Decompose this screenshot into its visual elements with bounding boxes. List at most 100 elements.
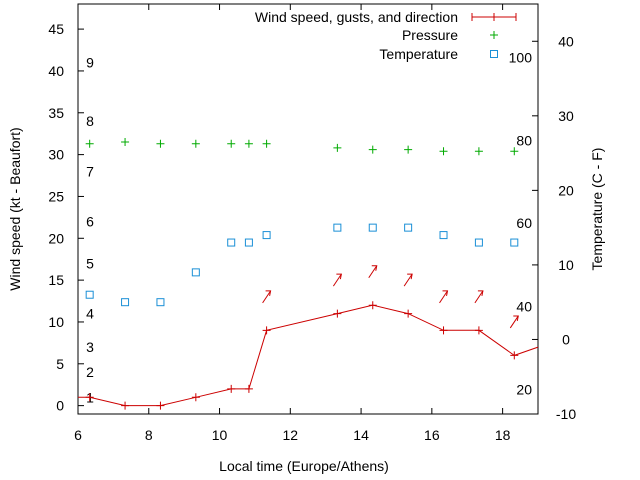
wind-speed-point [244, 384, 253, 393]
plot-frame-layer [77, 3, 539, 415]
x-tick-label: 18 [495, 427, 511, 443]
y2-tick-label: 20 [558, 182, 574, 198]
y-tick-label: 45 [48, 21, 64, 37]
wind-arrow-head [442, 290, 449, 296]
legend-label-temperature: Temperature [379, 46, 458, 62]
x-tick-label: 12 [283, 427, 299, 443]
wind-direction-arrow [439, 290, 449, 304]
x-tick-label: 8 [145, 427, 153, 443]
wind-speed-point [439, 326, 448, 335]
y-tick-label: 10 [48, 314, 64, 330]
pressure-point [439, 147, 448, 156]
x-tick-label: 16 [424, 427, 440, 443]
x-tick-label: 10 [212, 427, 228, 443]
beaufort-label: 4 [86, 306, 94, 322]
wind-speed-line [78, 304, 539, 407]
wind-speed-point [510, 351, 519, 360]
wind-arrow-shaft [368, 265, 378, 279]
temperature-point [121, 298, 130, 307]
temperature-point [510, 238, 519, 247]
wind-direction-arrow [474, 290, 484, 304]
temperature-point [85, 290, 94, 299]
wind-direction-arrow [332, 273, 342, 287]
wind-speed-point [227, 384, 236, 393]
beaufort-label: 9 [86, 55, 94, 71]
fahrenheit-label: 40 [516, 299, 532, 315]
wind-direction-arrow [403, 273, 413, 287]
temperature-point [368, 223, 377, 232]
fahrenheit-label: 20 [516, 381, 532, 397]
wind-arrow-shaft [509, 315, 519, 329]
wind-arrow-head [513, 315, 519, 322]
legend-mark-wind [490, 13, 498, 21]
pressure-point [121, 138, 130, 147]
pressure-point [510, 147, 519, 156]
wind-arrow-shaft [332, 273, 342, 287]
y2-axis-title: Temperature (C - F) [589, 148, 605, 271]
y-tick-label: 5 [56, 356, 64, 372]
wind-arrow-head [477, 290, 484, 296]
beaufort-label: 7 [86, 163, 94, 179]
temperature-point [404, 223, 413, 232]
legend-label-wind: Wind speed, gusts, and direction [255, 9, 458, 25]
wind-direction-arrow [262, 290, 272, 304]
y-tick-label: 0 [56, 398, 64, 414]
temperature-point [333, 223, 342, 232]
wind-speed-point [333, 309, 342, 318]
wind-speed-point [368, 301, 377, 310]
temperature-point [262, 231, 271, 240]
wind-arrow-head [371, 265, 378, 271]
x-axis-title: Local time (Europe/Athens) [219, 458, 389, 474]
legend-mark-temperature [490, 50, 498, 58]
y-tick-label: 15 [48, 272, 64, 288]
legend-label-pressure: Pressure [402, 27, 458, 43]
series-layer [78, 138, 539, 410]
pressure-point [227, 139, 236, 148]
pressure-point [262, 139, 271, 148]
beaufort-label: 6 [86, 214, 94, 230]
wind-arrow-shaft [439, 290, 448, 304]
temperature-point [439, 231, 448, 240]
pressure-point [404, 145, 413, 154]
temperature-point [474, 238, 483, 247]
temperature-point [227, 238, 236, 247]
y-tick-label: 20 [48, 230, 64, 246]
y2-tick-label: 30 [558, 108, 574, 124]
beaufort-label: 2 [86, 364, 94, 380]
wind-arrow-head [407, 273, 413, 280]
y-tick-label: 40 [48, 63, 64, 79]
wind-arrow-shaft [474, 290, 484, 304]
y2-tick-label: 10 [558, 257, 574, 273]
x-tick-label: 6 [74, 427, 82, 443]
y-tick-label: 30 [48, 147, 64, 163]
pressure-point [85, 139, 94, 148]
pressure-point [368, 145, 377, 154]
wind-direction-arrow [509, 315, 519, 329]
temperature-point [191, 268, 200, 277]
wind-speed-point [474, 326, 483, 335]
fahrenheit-label: 80 [516, 132, 532, 148]
y-tick-label: 25 [48, 188, 64, 204]
fahrenheit-label: 60 [516, 215, 532, 231]
x-tick-label: 14 [353, 427, 369, 443]
plot-frame [77, 3, 539, 415]
beaufort-label: 5 [86, 255, 94, 271]
wind-arrow-shaft [262, 290, 272, 304]
y-tick-label: 35 [48, 105, 64, 121]
pressure-point [474, 147, 483, 156]
wind-arrow-head [336, 273, 342, 280]
fahrenheit-label: 100 [509, 50, 533, 66]
wind-speed-point [121, 401, 130, 410]
y2-tick-label: -10 [556, 406, 576, 422]
temperature-point [244, 238, 253, 247]
beaufort-label: 3 [86, 339, 94, 355]
wind-speed-point [191, 393, 200, 402]
pressure-point [333, 143, 342, 152]
y2-tick-label: 0 [562, 331, 570, 347]
wind-arrow-head [265, 290, 272, 296]
wind-direction-arrow [368, 265, 378, 279]
wind-speed-point [156, 401, 165, 410]
pressure-point [191, 139, 200, 148]
temperature-point [156, 298, 165, 307]
